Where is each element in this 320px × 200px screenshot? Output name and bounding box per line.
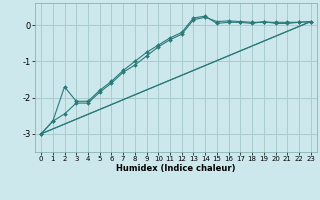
X-axis label: Humidex (Indice chaleur): Humidex (Indice chaleur): [116, 164, 236, 173]
